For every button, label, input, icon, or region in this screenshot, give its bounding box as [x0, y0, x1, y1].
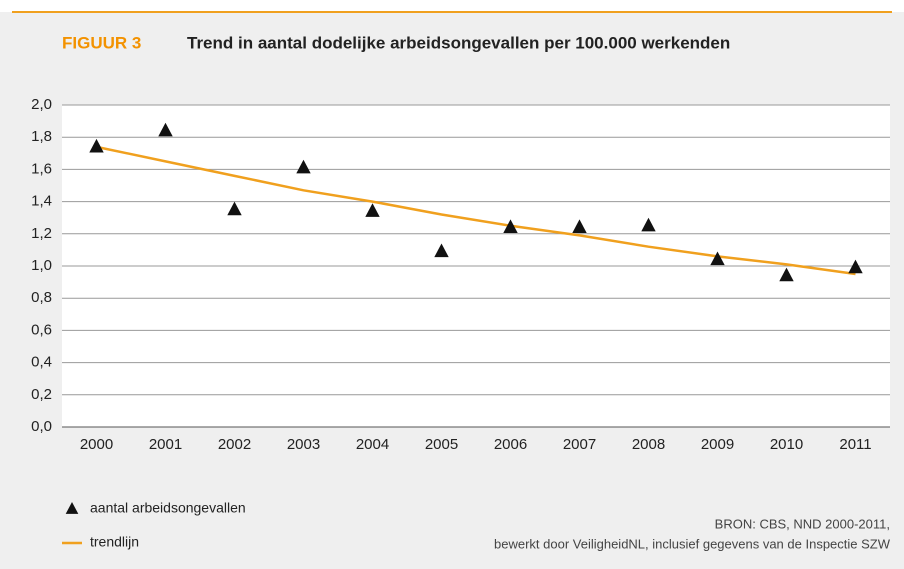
- y-tick-label: 0,8: [31, 289, 52, 306]
- top-band: [0, 0, 904, 12]
- y-tick-label: 1,2: [31, 225, 52, 242]
- legend-label: trendlijn: [90, 534, 139, 550]
- y-tick-label: 0,4: [31, 354, 52, 371]
- y-tick-label: 0,2: [31, 386, 52, 403]
- marker: [641, 217, 656, 232]
- x-tick-label: 2002: [218, 436, 251, 453]
- marker: [779, 267, 794, 282]
- source: bewerkt door VeiligheidNL, inclusief geg…: [494, 536, 891, 551]
- legend-marker: [65, 502, 79, 514]
- y-tick-label: 0,6: [31, 321, 52, 338]
- chart-title: Trend in aantal dodelijke arbeidsongeval…: [187, 33, 730, 52]
- x-tick-label: 2007: [563, 436, 596, 453]
- x-tick-label: 2000: [80, 436, 113, 453]
- y-tick-label: 1,6: [31, 160, 52, 177]
- marker: [89, 138, 104, 153]
- marker: [158, 122, 173, 137]
- marker: [434, 243, 449, 258]
- marker: [365, 203, 380, 217]
- trend-line: [96, 145, 856, 276]
- x-tick-label: 2001: [149, 436, 182, 453]
- marker: [710, 251, 725, 266]
- marker: [227, 201, 242, 216]
- x-tick-label: 2003: [287, 436, 320, 453]
- x-tick-label: 2008: [632, 436, 665, 453]
- marker: [572, 219, 587, 233]
- x-tick-label: 2004: [356, 436, 389, 453]
- y-tick-label: 0,0: [31, 418, 52, 435]
- x-tick-label: 2011: [839, 436, 871, 453]
- marker: [848, 259, 863, 274]
- x-tick-label: 2006: [494, 436, 527, 453]
- x-tick-label: 2009: [701, 436, 734, 453]
- x-tick-label: 2005: [425, 436, 458, 453]
- legend-label: aantal arbeidsongevallen: [90, 500, 246, 516]
- y-tick-label: 1,4: [31, 193, 52, 210]
- y-tick-label: 2,0: [31, 96, 52, 113]
- source: BRON: CBS, NND 2000-2011,: [715, 516, 890, 531]
- marker: [296, 159, 311, 174]
- x-tick-label: 2010: [770, 436, 803, 453]
- y-tick-label: 1,8: [31, 128, 52, 145]
- marker: [503, 219, 518, 233]
- figure-label: FIGUUR 3: [62, 33, 141, 52]
- y-tick-label: 1,0: [31, 257, 52, 274]
